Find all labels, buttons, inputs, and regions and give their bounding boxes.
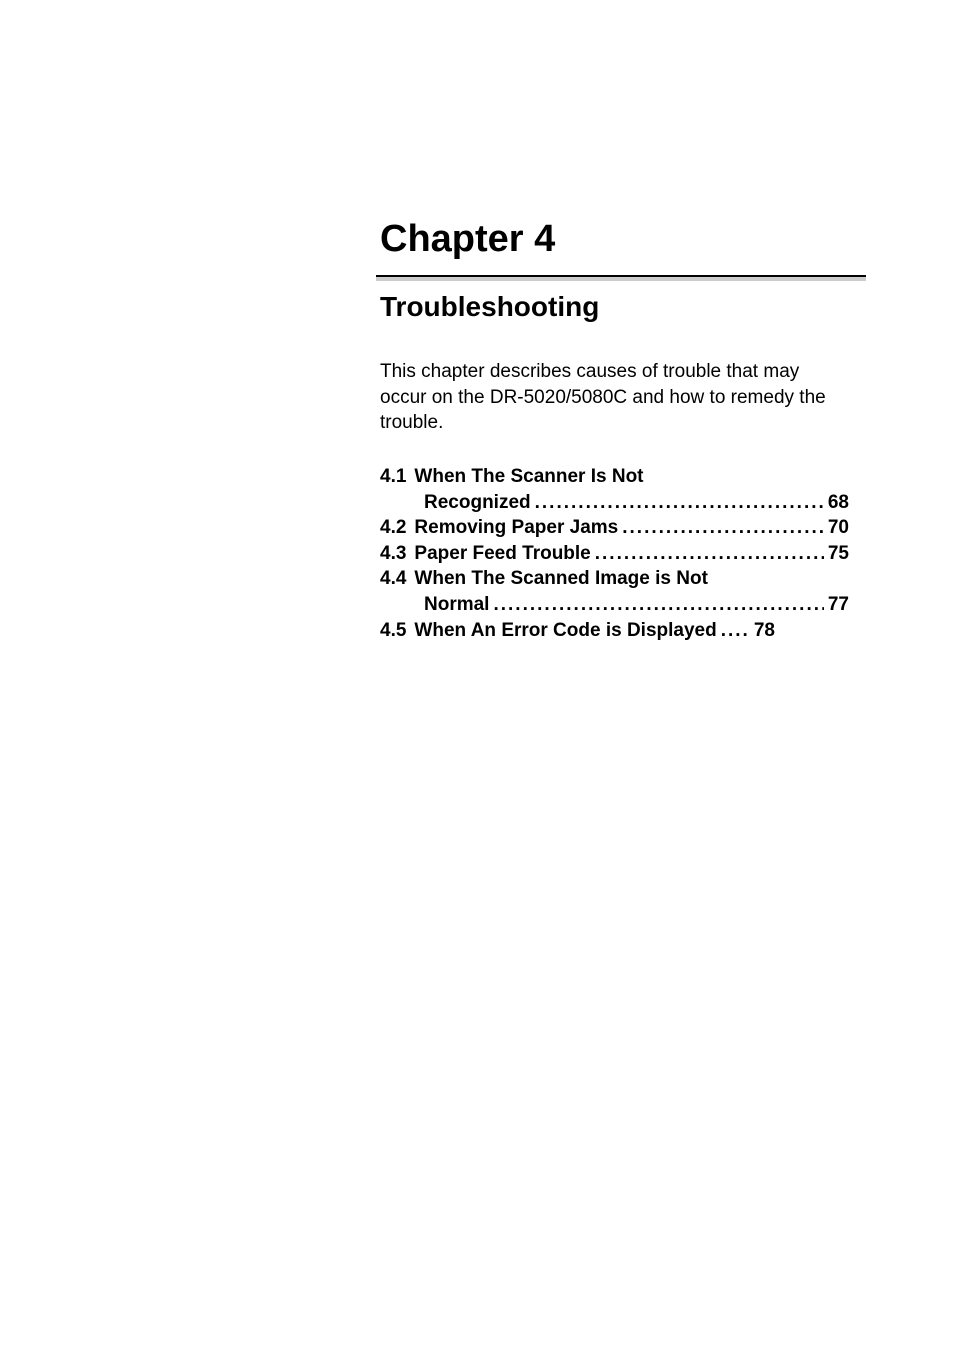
toc-number: 4.5 [380, 618, 406, 644]
toc-label: Paper Feed Trouble [414, 541, 590, 567]
intro-paragraph: This chapter describes causes of trouble… [380, 359, 849, 436]
toc-label: Normal [424, 592, 489, 618]
toc-number: 4.3 [380, 541, 406, 567]
toc-leader-dots [595, 541, 824, 567]
toc-leader-dots [493, 592, 823, 618]
toc-entry: 4.1 When The Scanner Is Not [380, 464, 849, 490]
toc-leader-dots [622, 515, 824, 541]
toc-number: 4.2 [380, 515, 406, 541]
divider-line [376, 275, 866, 281]
toc-page-number: 78 [754, 618, 775, 644]
toc-label: When The Scanner Is Not [414, 464, 643, 490]
table-of-contents: 4.1When The Scanner Is NotRecognized684.… [380, 464, 849, 643]
toc-number: 4.4 [380, 566, 406, 592]
chapter-title: Chapter 4 [380, 218, 849, 261]
toc-entry-continuation: Recognized 68 [380, 490, 849, 516]
toc-label: When The Scanned Image is Not [414, 566, 708, 592]
toc-label: Removing Paper Jams [414, 515, 618, 541]
toc-entry: 4.2 Removing Paper Jams 70 [380, 515, 849, 541]
toc-label: Recognized [424, 490, 531, 516]
toc-label: When An Error Code is Displayed [414, 618, 716, 644]
toc-page-number: 70 [828, 515, 849, 541]
toc-page-number: 68 [828, 490, 849, 516]
toc-leader-dots: .... [721, 618, 750, 644]
toc-entry: 4.4 When The Scanned Image is Not [380, 566, 849, 592]
toc-entry: 4.3 Paper Feed Trouble 75 [380, 541, 849, 567]
toc-page-number: 77 [828, 592, 849, 618]
toc-leader-dots [535, 490, 824, 516]
toc-page-number: 75 [828, 541, 849, 567]
section-title: Troubleshooting [380, 291, 849, 323]
toc-entry: 4.5 When An Error Code is Displayed....78 [380, 618, 849, 644]
toc-entry-continuation: Normal 77 [380, 592, 849, 618]
page-content: Chapter 4 Troubleshooting This chapter d… [380, 218, 849, 643]
toc-number: 4.1 [380, 464, 406, 490]
